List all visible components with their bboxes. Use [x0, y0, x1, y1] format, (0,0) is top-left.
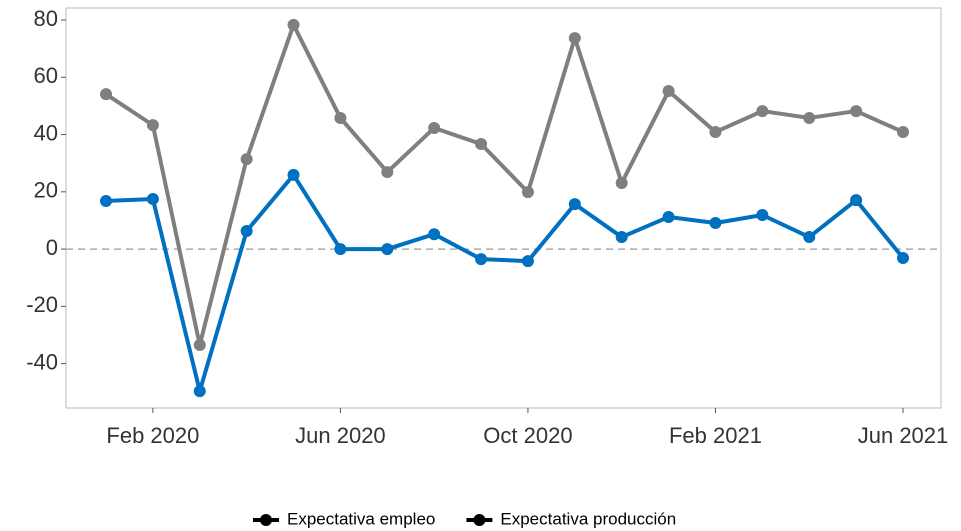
x-tick-label: Oct 2020: [483, 423, 572, 448]
point: [897, 251, 909, 264]
point: [803, 111, 816, 124]
point: [100, 88, 112, 101]
point: [615, 231, 628, 244]
point: [146, 119, 159, 132]
y-tick-label: 80: [34, 6, 58, 31]
point: [428, 228, 441, 241]
legend-label: Expectativa producción: [500, 509, 676, 528]
legend-label: Expectativa empleo: [287, 509, 435, 528]
point: [521, 186, 534, 199]
y-tick-label: -20: [26, 292, 58, 317]
point: [850, 194, 863, 207]
point: [709, 125, 722, 138]
point: [850, 105, 863, 118]
point: [100, 194, 112, 207]
legend-marker: [473, 514, 486, 526]
point: [756, 209, 769, 222]
series-line: [105, 172, 905, 394]
point: [287, 18, 300, 31]
point: [897, 125, 909, 138]
point: [615, 176, 628, 189]
point: [475, 253, 488, 266]
point: [381, 243, 394, 256]
point: [240, 153, 253, 166]
point: [756, 105, 769, 118]
point: [240, 225, 253, 238]
y-tick-label: 60: [34, 63, 58, 88]
series-line: [104, 22, 904, 348]
point: [334, 111, 347, 124]
x-tick-label: Jun 2020: [295, 423, 386, 448]
x-tick-label: Feb 2020: [106, 423, 199, 448]
point: [662, 85, 675, 98]
x-tick-label: Feb 2021: [669, 423, 762, 448]
point: [146, 192, 159, 205]
y-tick-label: 0: [46, 235, 58, 260]
point: [803, 231, 816, 244]
x-tick-label: Jun 2021: [858, 423, 949, 448]
point: [428, 121, 441, 134]
point: [381, 166, 394, 179]
legend-marker: [260, 514, 272, 526]
point: [568, 198, 581, 211]
plot-border: [65, 7, 942, 409]
point: [521, 255, 534, 268]
point: [709, 217, 722, 230]
point: [662, 211, 675, 224]
point: [193, 339, 206, 352]
y-tick-label: 20: [34, 178, 58, 203]
point: [334, 243, 347, 256]
point: [193, 385, 206, 398]
y-tick-label: 40: [34, 120, 58, 145]
point: [568, 32, 581, 45]
y-tick-label: -40: [26, 349, 58, 374]
point: [287, 168, 300, 181]
point: [475, 138, 488, 151]
